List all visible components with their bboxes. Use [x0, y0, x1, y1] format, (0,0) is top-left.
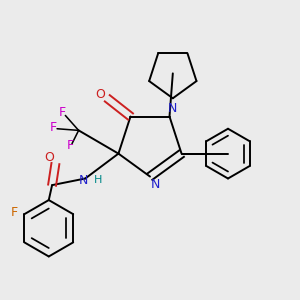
Text: O: O: [44, 151, 54, 164]
Text: N: N: [79, 174, 88, 187]
Text: N: N: [168, 102, 178, 115]
Text: N: N: [150, 178, 160, 191]
Text: O: O: [95, 88, 105, 101]
Text: F: F: [11, 206, 18, 219]
Text: F: F: [58, 106, 66, 118]
Text: F: F: [50, 121, 57, 134]
Text: F: F: [67, 139, 74, 152]
Text: H: H: [94, 175, 102, 185]
